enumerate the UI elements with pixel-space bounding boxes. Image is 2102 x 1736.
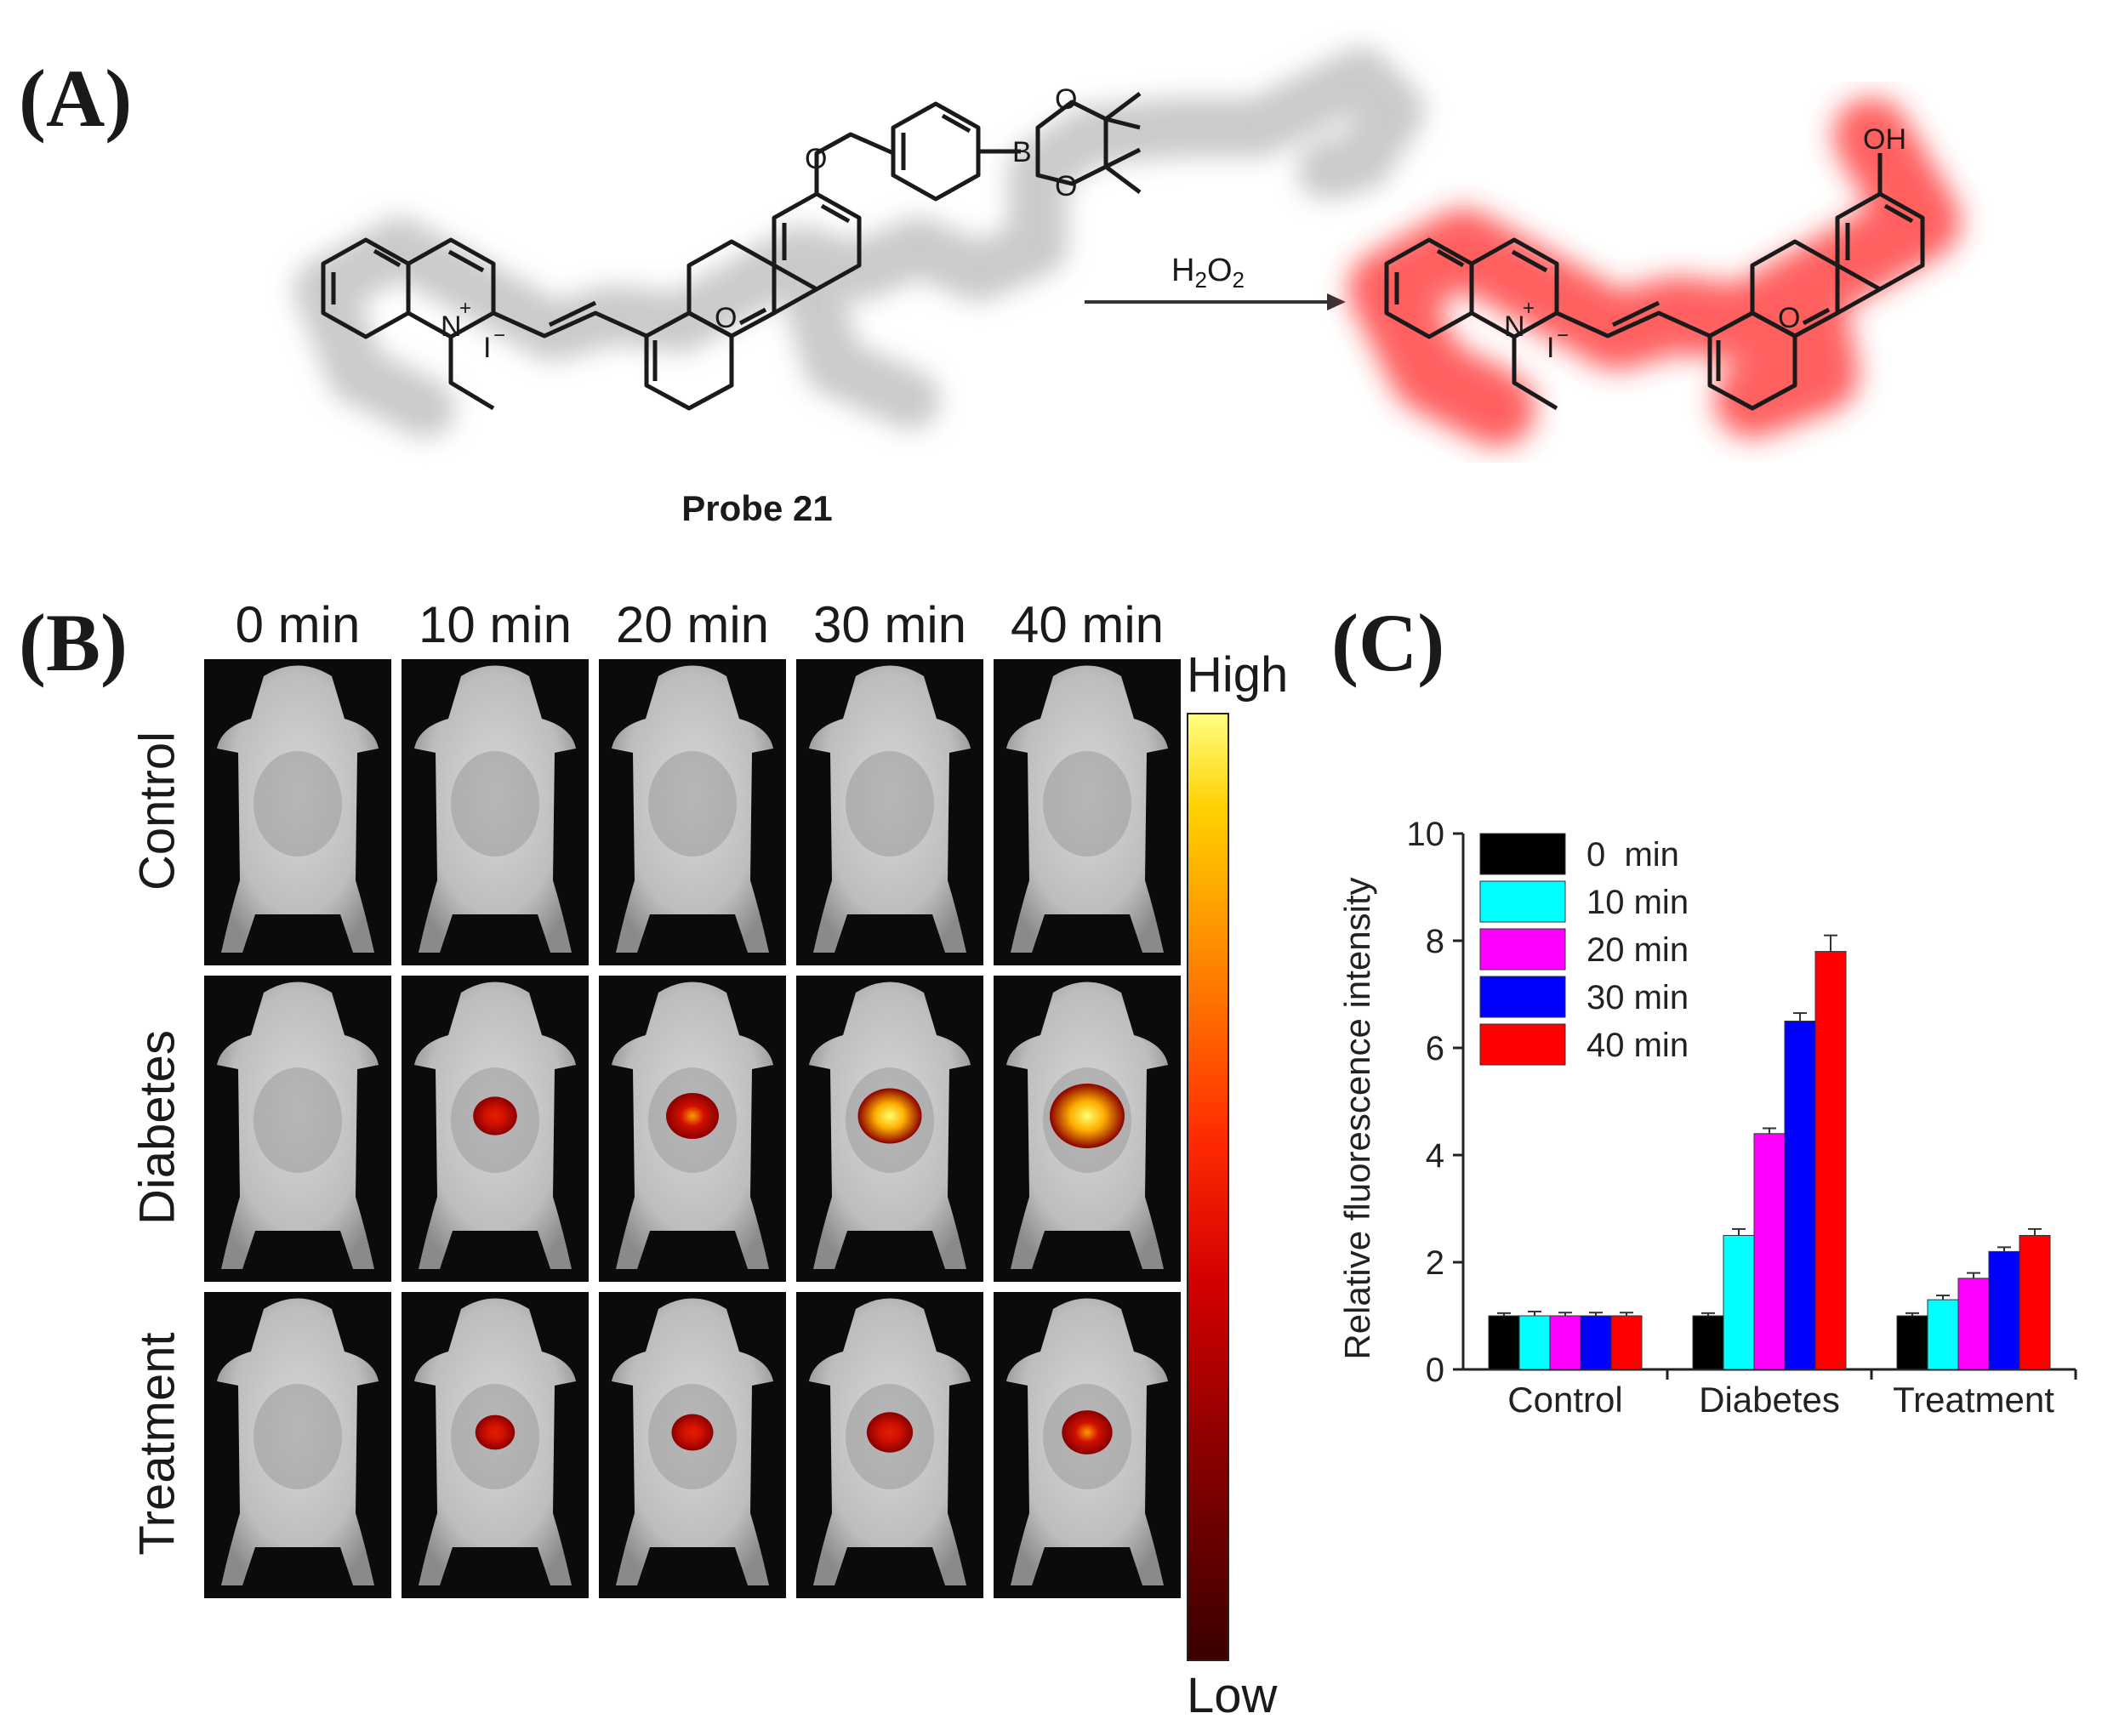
panel-label-c: (C) — [1331, 597, 1445, 688]
probe-name: Probe 21 — [681, 488, 832, 528]
bar — [1580, 1315, 1612, 1370]
mouse-image — [204, 1292, 391, 1598]
atom-iodide: I — [483, 332, 491, 364]
time-label: 10 min — [418, 596, 572, 653]
mouse-image — [599, 976, 786, 1282]
row-label-control: Control — [129, 731, 185, 891]
y-tick-label: 6 — [1426, 1030, 1444, 1067]
y-tick-label: 2 — [1426, 1244, 1444, 1282]
legend-swatch — [1479, 833, 1566, 875]
mouse-image — [796, 976, 983, 1282]
bar — [1723, 1235, 1755, 1370]
atom-charge: + — [459, 297, 471, 320]
atom-o-b1: O — [1055, 83, 1077, 116]
legend-label: 40 min — [1586, 1027, 1689, 1064]
atom-o-ring: O — [715, 302, 737, 334]
product-atom-minus: − — [1557, 324, 1569, 347]
mouse-image — [402, 976, 589, 1282]
legend-swatch — [1479, 976, 1566, 1018]
mouse-image — [994, 1292, 1181, 1598]
bar — [1957, 1278, 1990, 1370]
category-label: Control — [1507, 1380, 1622, 1420]
atom-b: B — [1012, 136, 1032, 168]
row-label-diabetes: Diabetes — [129, 1030, 185, 1225]
y-tick-label: 0 — [1426, 1352, 1444, 1389]
bar — [1488, 1315, 1520, 1370]
bar — [1549, 1315, 1581, 1370]
legend-label: 10 min — [1586, 884, 1689, 921]
mouse-image — [204, 659, 391, 965]
reaction-arrow — [1085, 293, 1346, 310]
time-label: 40 min — [1010, 596, 1165, 653]
category-label: Treatment — [1893, 1380, 2054, 1420]
bar — [1927, 1299, 1959, 1370]
colorbar-high-label: High — [1187, 647, 1289, 703]
mouse-image — [796, 659, 983, 965]
atom-o-b2: O — [1055, 170, 1077, 202]
y-tick-label: 8 — [1426, 923, 1444, 960]
mouse-image — [204, 976, 391, 1282]
bar — [1518, 1315, 1551, 1370]
bar-chart: 0 2 4 6 8 10 Relative fluorescence intensity Co… — [1337, 816, 2077, 1420]
product-atom-o: O — [1778, 302, 1800, 334]
legend-swatch — [1479, 1023, 1566, 1066]
reagent-label: H2O2 — [1171, 253, 1245, 293]
category-label: Diabetes — [1699, 1380, 1840, 1420]
atom-o-ether: O — [805, 143, 827, 175]
atom-n: N — [441, 310, 462, 343]
mouse-image — [599, 1292, 786, 1598]
bar — [1896, 1315, 1928, 1370]
y-axis-label: Relative fluorescence intensity — [1337, 877, 1377, 1359]
product-structure: N + I − O OH — [1348, 98, 1961, 447]
time-label: 20 min — [615, 596, 770, 653]
panel-label-b: (B) — [19, 597, 128, 688]
bar — [1753, 1133, 1786, 1370]
y-tick-label: 10 — [1407, 816, 1445, 853]
atom-minus: − — [493, 324, 505, 347]
bar — [2019, 1235, 2051, 1370]
reaction-scheme: N + I − O O B O O Probe 21 H2O2 — [293, 47, 1961, 528]
bar — [1692, 1315, 1724, 1370]
bar — [1610, 1315, 1643, 1370]
legend-swatch — [1479, 928, 1566, 970]
product-atom-oh: OH — [1863, 123, 1906, 156]
legend-label: 20 min — [1586, 931, 1689, 969]
mouse-image — [402, 1292, 589, 1598]
legend-swatch — [1479, 880, 1566, 923]
mouse-image — [402, 659, 589, 965]
mouse-image — [994, 976, 1181, 1282]
product-atom-iodide: I — [1547, 332, 1554, 364]
bar — [1784, 1021, 1816, 1370]
legend-label: 0 min — [1586, 836, 1679, 874]
product-atom-n: N — [1504, 310, 1525, 343]
colorbar-low-label: Low — [1187, 1668, 1278, 1723]
bar — [1814, 951, 1847, 1370]
time-label: 30 min — [812, 596, 967, 653]
bar — [1988, 1250, 2020, 1370]
panel-label-a: (A) — [19, 53, 133, 144]
probe-21-structure: N + I − O O B O O — [293, 47, 1425, 438]
time-label: 0 min — [235, 596, 361, 653]
colorbar — [1187, 713, 1229, 1661]
legend-label: 30 min — [1586, 979, 1689, 1016]
mouse-image — [994, 659, 1181, 965]
mouse-image — [599, 659, 786, 965]
row-label-treatment: Treatment — [129, 1332, 185, 1556]
mouse-image — [796, 1292, 983, 1598]
product-atom-charge: + — [1523, 297, 1535, 320]
y-tick-label: 4 — [1426, 1137, 1444, 1175]
